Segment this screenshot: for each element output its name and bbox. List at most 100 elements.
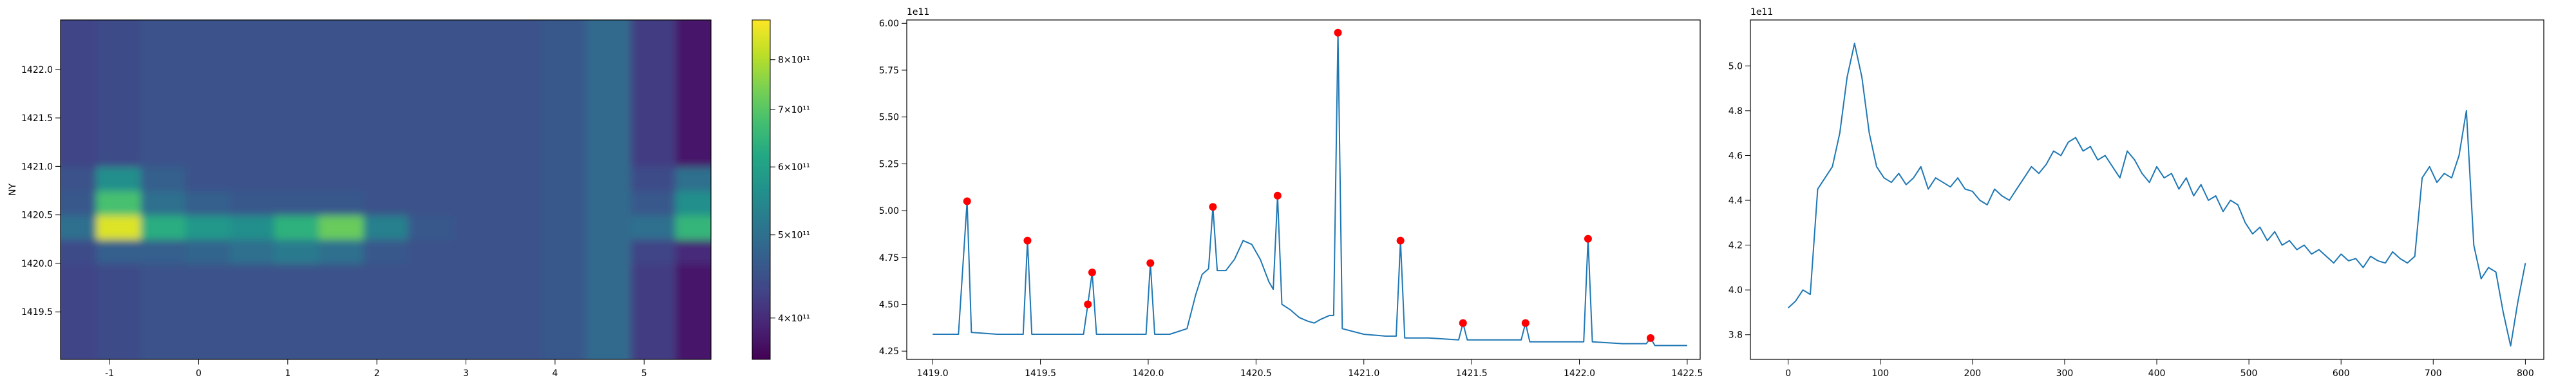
heatmap-clip: [61, 20, 711, 359]
heatmap-cell: [61, 191, 97, 216]
heatmap-cell: [586, 93, 632, 119]
heatmap-cell: [274, 118, 320, 143]
heatmap-cell: [675, 287, 711, 313]
x-tick-label: 1421.5: [1456, 368, 1488, 379]
heatmap-cell: [229, 118, 276, 143]
x-tick-label: 4: [552, 368, 558, 379]
heatmap-cell: [497, 93, 543, 119]
y-tick-label: 1421.0: [21, 162, 53, 172]
heatmap-cell: [185, 287, 231, 313]
heatmap-cell: [229, 69, 276, 95]
heatmap-cell: [96, 287, 142, 313]
heatmap-cell: [185, 239, 231, 264]
heatmap-cell: [363, 191, 409, 216]
heatmap-cell: [96, 166, 142, 192]
x-tick-label: 2: [374, 368, 380, 379]
heatmap-cell: [319, 214, 365, 240]
heatmap-cell: [319, 45, 365, 70]
heatmap-cell: [452, 214, 498, 240]
heatmap-cell: [274, 20, 320, 46]
heatmap-cell: [96, 239, 142, 264]
heatmap-cell: [497, 69, 543, 95]
heatmap-cell: [319, 263, 365, 289]
heatmap-cell: [363, 239, 409, 264]
heatmap-cell: [497, 239, 543, 264]
x-tick-label: 1: [285, 368, 290, 379]
heatmap-cell: [140, 239, 186, 264]
heatmap-cell: [274, 166, 320, 192]
x-tick-label: 500: [2240, 368, 2258, 379]
peak-marker: [963, 197, 971, 205]
y-tick-label: 5.00: [879, 206, 899, 216]
heatmap-cell: [675, 166, 711, 192]
heatmap-cell: [542, 287, 587, 313]
heatmap-cell: [363, 118, 409, 143]
heatmap-cell: [497, 191, 543, 216]
heatmap-cell: [497, 263, 543, 289]
y-tick-label: 4.75: [879, 253, 899, 263]
y-tick-label: 5.0: [1728, 61, 1743, 71]
heatmap-cell: [229, 142, 276, 167]
heatmap-cell: [140, 191, 186, 216]
heatmap-cell: [96, 191, 142, 216]
line-series: [1788, 43, 2526, 347]
peak-marker: [1273, 191, 1282, 200]
heatmap-cell: [96, 263, 142, 289]
heatmap-cell: [630, 312, 676, 337]
heatmap-cell: [452, 336, 498, 359]
x-tick-label: 1422.5: [1671, 368, 1703, 379]
heatmap-cell: [497, 118, 543, 143]
heatmap-cell: [185, 93, 231, 119]
heatmap-cell: [630, 239, 676, 264]
heatmap-cell: [586, 263, 632, 289]
heatmap-cell: [96, 69, 142, 95]
heatmap-cell: [586, 45, 632, 70]
heatmap-cell: [586, 239, 632, 264]
x-tick-label: 400: [2148, 368, 2166, 379]
colorbar-tick-label: 4×10¹¹: [778, 314, 810, 324]
heatmap-cell: [363, 287, 409, 313]
y-tick-label: 5.75: [879, 66, 899, 76]
heatmap-cell: [61, 166, 97, 192]
heatmap-cell: [542, 336, 587, 359]
heatmap-cell: [140, 93, 186, 119]
x-tick-label: 100: [1871, 368, 1889, 379]
heatmap-cell: [630, 20, 676, 46]
heatmap-cell: [452, 191, 498, 216]
heatmap-cell: [274, 45, 320, 70]
heatmap-cell: [61, 336, 97, 359]
heatmap-cell: [586, 142, 632, 167]
heatmap-cell: [185, 166, 231, 192]
heatmap-cell: [229, 191, 276, 216]
peak-marker: [1459, 319, 1467, 327]
heatmap-cell: [452, 239, 498, 264]
heatmap-cell: [229, 287, 276, 313]
heatmap-cell: [408, 166, 453, 192]
peak-marker: [1521, 319, 1530, 327]
heatmap-cell: [274, 214, 320, 240]
heatmap-cell: [630, 45, 676, 70]
heatmap-cell: [363, 45, 409, 70]
heatmap-cell: [96, 214, 142, 240]
heatmap-cell: [586, 336, 632, 359]
heatmap-cell: [497, 166, 543, 192]
y-tick-label: 5.25: [879, 159, 899, 169]
heatmap-cell: [630, 93, 676, 119]
heatmap-cell: [542, 142, 587, 167]
heatmap-cell: [274, 142, 320, 167]
heatmap-cell: [96, 93, 142, 119]
heatmap-cell: [675, 20, 711, 46]
heatmap-cell: [140, 312, 186, 337]
x-tick-label: -1: [105, 368, 114, 379]
heatmap-cell: [319, 239, 365, 264]
x-tick-label: 200: [1964, 368, 1981, 379]
x-tick-label: 700: [2425, 368, 2442, 379]
y-tick-label: 4.25: [879, 346, 899, 357]
heatmap-cell: [630, 142, 676, 167]
heatmap-cell: [675, 239, 711, 264]
heatmap-cell: [497, 287, 543, 313]
heatmap-cell: [542, 191, 587, 216]
x-tick-label: 0: [196, 368, 202, 379]
heatmap-cell: [61, 287, 97, 313]
heatmap-cell: [96, 118, 142, 143]
